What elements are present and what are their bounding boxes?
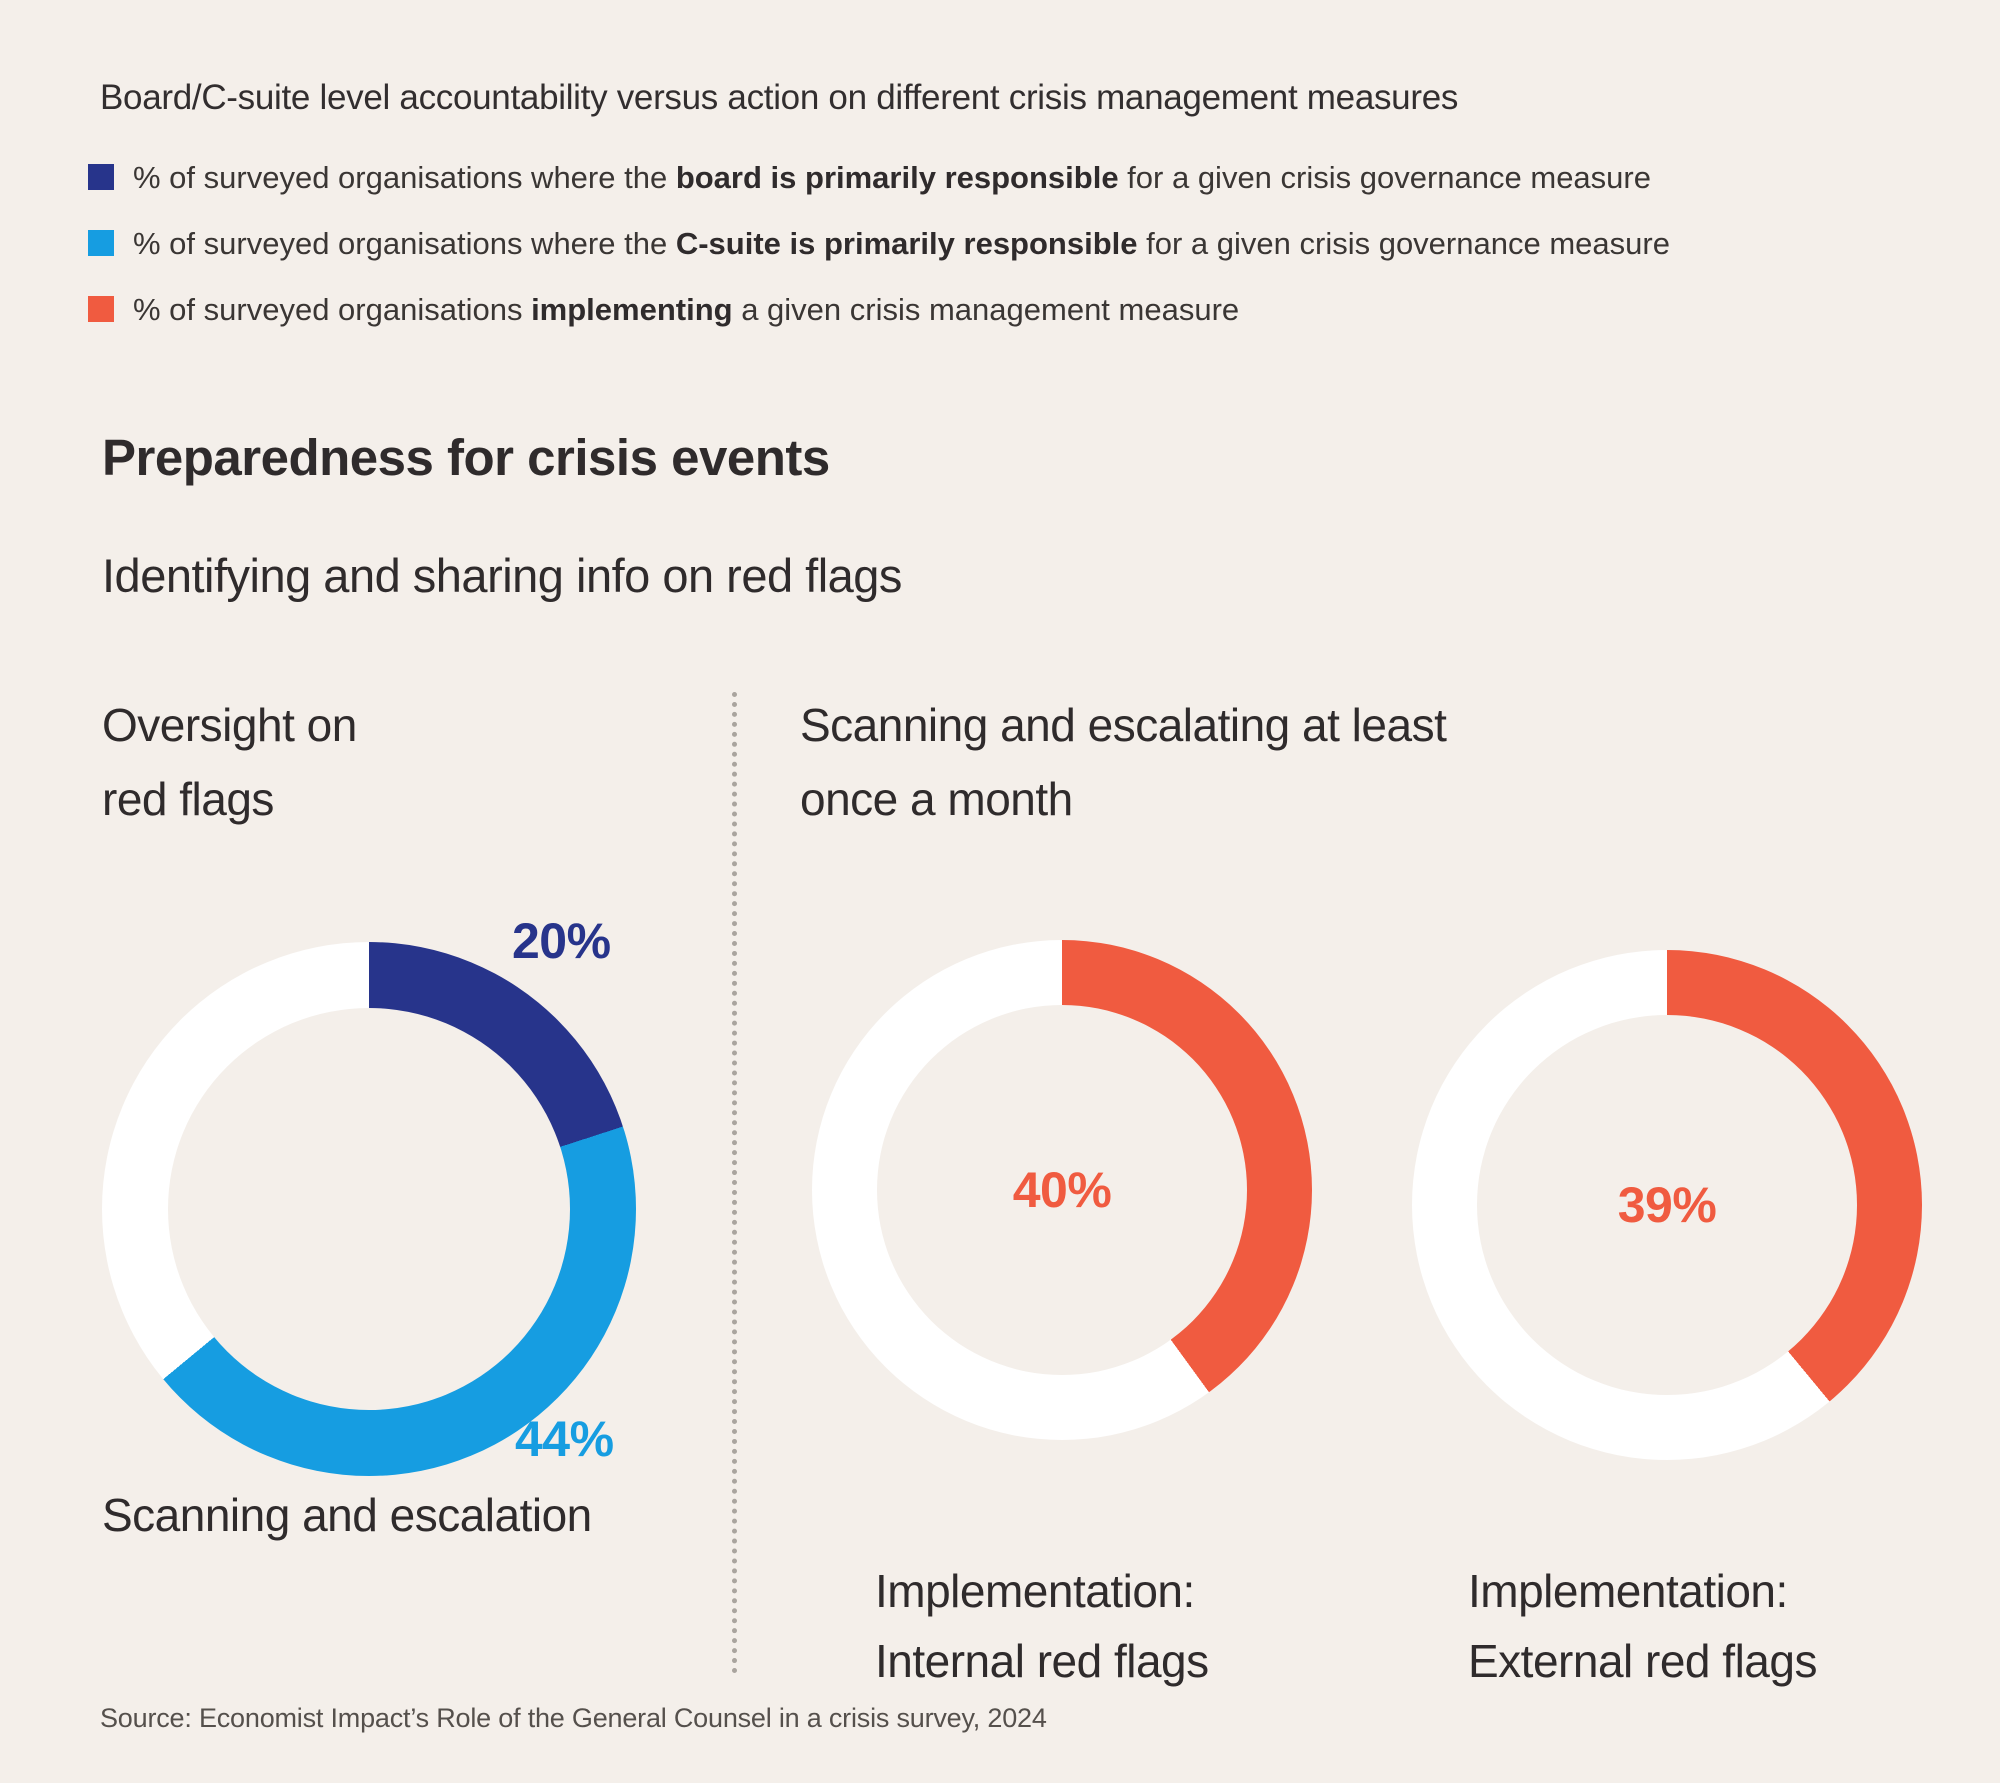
legend-item-csuite: % of surveyed organisations where the C-… bbox=[88, 226, 1670, 292]
legend-item-board: % of surveyed organisations where the bo… bbox=[88, 160, 1670, 226]
legend-item-label: % of surveyed organisations where the bo… bbox=[133, 160, 1651, 195]
legend-item-label: % of surveyed organisations where the C-… bbox=[133, 226, 1670, 261]
legend-item-label: % of surveyed organisations implementing… bbox=[133, 292, 1240, 327]
left-donut-caption: Scanning and escalation bbox=[102, 1489, 592, 1541]
donut-hole bbox=[1477, 1015, 1857, 1395]
value-label-external: 39% bbox=[1617, 1177, 1717, 1233]
value-label-internal: 40% bbox=[1012, 1162, 1112, 1218]
section-subheading: Identifying and sharing info on red flag… bbox=[102, 549, 902, 602]
navy-swatch-icon bbox=[88, 164, 114, 190]
mid-donut-caption: Implementation: Internal red flags bbox=[875, 1565, 1209, 1687]
value-label-csuite: 44% bbox=[515, 1411, 614, 1467]
donut-chart-oversight bbox=[102, 942, 636, 1476]
blue-swatch-icon bbox=[88, 230, 114, 256]
legend: % of surveyed organisations where the bo… bbox=[88, 160, 1670, 358]
left-panel-heading: Oversight on red flags bbox=[102, 699, 357, 825]
right-donut-caption: Implementation: External red flags bbox=[1468, 1565, 1817, 1687]
right-panel-heading: Scanning and escalating at least once a … bbox=[800, 699, 1447, 825]
donut-chart-internal-red-flags: 40% bbox=[812, 940, 1312, 1440]
source-note: Source: Economist Impact’s Role of the G… bbox=[100, 1703, 1047, 1733]
section-heading: Preparedness for crisis events bbox=[102, 429, 830, 486]
value-label-board: 20% bbox=[512, 913, 611, 969]
dotted-divider bbox=[732, 692, 737, 1674]
legend-item-implementing: % of surveyed organisations implementing… bbox=[88, 292, 1670, 358]
chart-title: Board/C-suite level accountability versu… bbox=[100, 78, 1459, 117]
donut-chart-external-red-flags: 39% bbox=[1412, 950, 1922, 1460]
orange-swatch-icon bbox=[88, 296, 114, 322]
donut-hole bbox=[168, 1008, 570, 1410]
donut-hole bbox=[877, 1005, 1247, 1375]
